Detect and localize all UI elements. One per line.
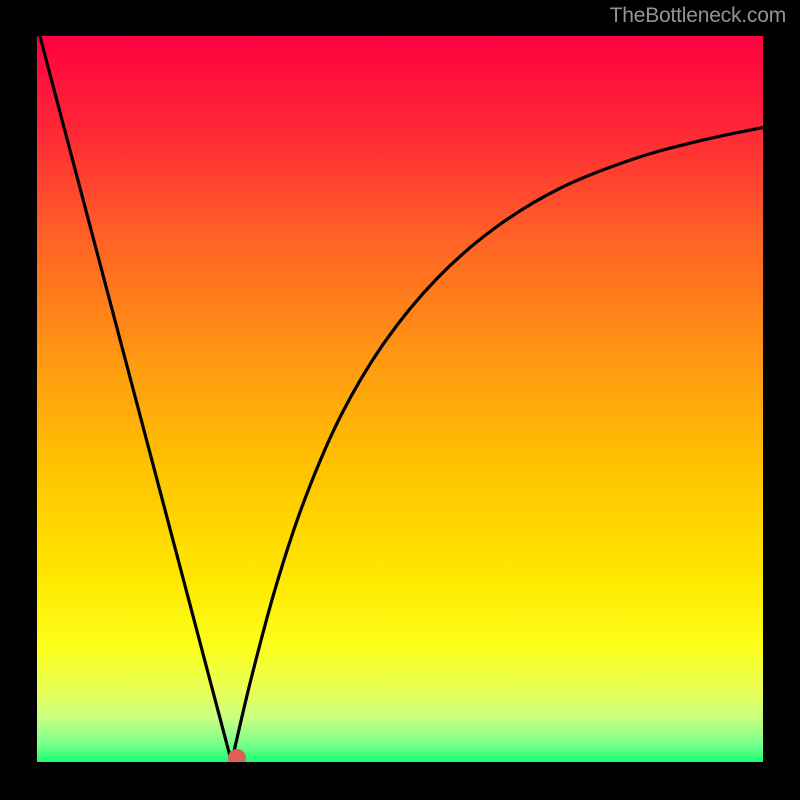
chart-plot-area (37, 36, 763, 762)
bottleneck-curve (37, 36, 763, 762)
minimum-marker (228, 749, 246, 762)
watermark-text: TheBottleneck.com (610, 4, 786, 28)
